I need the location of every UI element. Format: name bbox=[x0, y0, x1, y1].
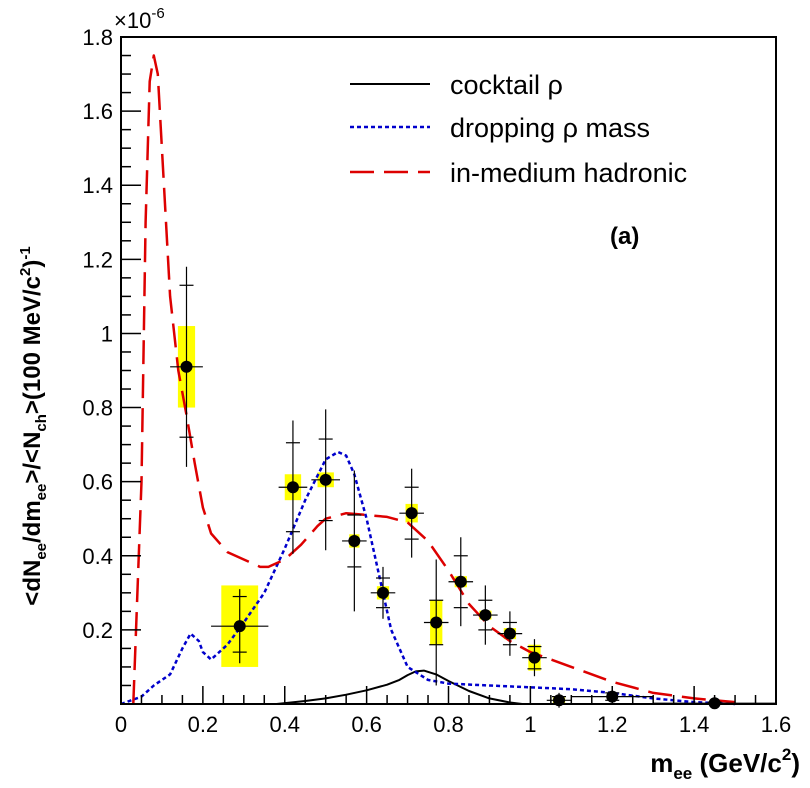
y-tick-label: 1.8 bbox=[82, 25, 113, 50]
data-point bbox=[233, 620, 246, 633]
data-point bbox=[286, 481, 299, 494]
y-tick-label: 1 bbox=[101, 321, 113, 346]
data-point bbox=[454, 575, 467, 588]
x-tick-label: 0.4 bbox=[269, 712, 300, 737]
y-axis-title: <dNee/dmee>/<Nch>(100 MeV/c2)-1 bbox=[17, 246, 50, 605]
y-axis-multiplier: ×10-6 bbox=[114, 5, 165, 33]
y-tick-label: 0.2 bbox=[82, 618, 113, 643]
data-point bbox=[405, 507, 418, 520]
panel-label: (a) bbox=[610, 223, 639, 250]
x-tick-label: 0 bbox=[115, 712, 127, 737]
axis-ticks: 0 0.2 0.4 0.6 0.8 1 1.2 1.4 1.6 0.2 0.4 0.6 0.8 1 1.2 1… bbox=[82, 25, 791, 737]
x-tick-label: 0.8 bbox=[433, 712, 464, 737]
data-point bbox=[503, 627, 516, 640]
x-tick-label: 1 bbox=[524, 712, 536, 737]
data-points bbox=[170, 266, 776, 710]
data-point bbox=[377, 586, 389, 599]
x-axis-title: mee (GeV/c2) bbox=[650, 745, 800, 783]
data-point bbox=[180, 360, 193, 373]
legend-label-cocktail: cocktail ρ bbox=[450, 70, 563, 100]
plot-frame bbox=[120, 36, 777, 705]
x-tick-label: 0.2 bbox=[188, 712, 219, 737]
data-point bbox=[479, 609, 492, 622]
systematic-error-boxes bbox=[177, 326, 566, 704]
legend-label-dropping: dropping ρ mass bbox=[450, 113, 650, 143]
cocktail-rho-curve bbox=[276, 669, 523, 705]
x-tick-label: 0.6 bbox=[351, 712, 382, 737]
y-tick-label: 0.4 bbox=[82, 544, 113, 569]
y-tick-label: 1.6 bbox=[82, 99, 113, 124]
y-tick-label: 0.8 bbox=[82, 396, 113, 421]
x-tick-label: 1.2 bbox=[597, 712, 628, 737]
x-tick-label: 1.6 bbox=[761, 712, 792, 737]
data-point bbox=[319, 473, 332, 486]
legend: cocktail ρ dropping ρ mass in-medium had… bbox=[350, 70, 687, 188]
dropping-rho-mass-curve bbox=[120, 450, 736, 706]
legend-label-in-medium: in-medium hadronic bbox=[450, 158, 687, 188]
y-tick-label: 0.6 bbox=[82, 470, 113, 495]
y-tick-label: 1.4 bbox=[82, 173, 113, 198]
x-tick-label: 1.4 bbox=[679, 712, 710, 737]
data-point bbox=[528, 651, 541, 664]
data-point bbox=[348, 534, 361, 547]
model-curves bbox=[120, 54, 736, 706]
data-point bbox=[430, 616, 443, 629]
y-tick-label: 1.2 bbox=[82, 247, 113, 272]
